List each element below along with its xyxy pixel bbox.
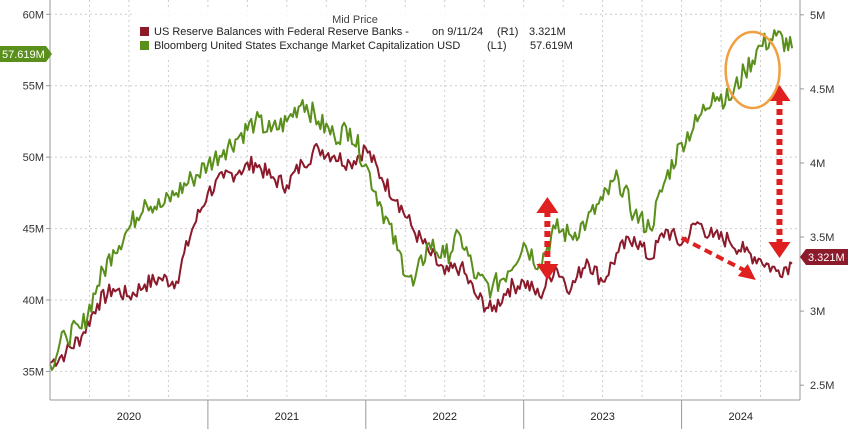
legend-last-marketcap: 57.619M [530, 40, 573, 52]
legend-swatch-marketcap [140, 41, 149, 50]
grid [49, 0, 801, 400]
arrow-2024-head-down [768, 242, 791, 258]
left-tick-label: 50M [23, 152, 44, 164]
x-tick-label: 2020 [117, 411, 141, 423]
axes: 35M 40M 45M 50M 55M 60M 2.5M 3M 3.5M 4M 4.5M 5M 2020… [23, 0, 834, 429]
legend-label-marketcap: Bloomberg United States Exchange Market … [154, 40, 460, 52]
legend: Mid Price US Reserve Balances with Feder… [132, 10, 577, 58]
diag-arrow-head [737, 264, 756, 280]
right-tick-label: 4.5M [810, 84, 834, 96]
left-tick-label: 35M [23, 366, 44, 378]
right-tick-label: 4M [810, 158, 825, 170]
legend-label-reserves: US Reserve Balances with Federal Reserve… [154, 26, 409, 38]
left-tick-label: 60M [23, 9, 44, 21]
legend-swatch-reserves [140, 27, 149, 36]
left-tick-label: 45M [23, 224, 44, 236]
left-last-badge: 57.619M [0, 46, 52, 62]
legend-last-reserves: 3.321M [529, 26, 566, 38]
legend-date-reserves: on 9/11/24 [432, 26, 483, 38]
x-tick-label: 2023 [590, 411, 614, 423]
legend-axis-reserves: (R1) [497, 26, 518, 38]
annotations [536, 30, 791, 280]
peak-highlight-ellipse [724, 30, 781, 110]
legend-axis-marketcap: (L1) [487, 40, 507, 52]
legend-title: Mid Price [332, 14, 378, 26]
x-tick-label: 2021 [275, 411, 299, 423]
series-line-market-cap [49, 29, 794, 371]
legend-box [132, 10, 577, 58]
right-last-value: 3.321M [808, 252, 845, 264]
arrow-2023-head-up [536, 197, 559, 213]
right-last-badge: 3.321M [800, 249, 848, 265]
series-layer [49, 29, 794, 371]
arrow-2024-head-up [768, 85, 791, 101]
right-tick-label: 5M [810, 10, 825, 22]
x-tick-label: 2022 [432, 411, 456, 423]
left-tick-label: 40M [23, 295, 44, 307]
left-last-value: 57.619M [2, 49, 45, 61]
series-line-reserve-balances [49, 142, 793, 367]
x-tick-label: 2024 [729, 411, 753, 423]
right-tick-label: 2.5M [810, 380, 834, 392]
right-tick-label: 3.5M [810, 232, 834, 244]
arrow-2023-head-down [536, 264, 559, 280]
right-tick-label: 3M [810, 306, 825, 318]
left-tick-label: 55M [23, 81, 44, 93]
